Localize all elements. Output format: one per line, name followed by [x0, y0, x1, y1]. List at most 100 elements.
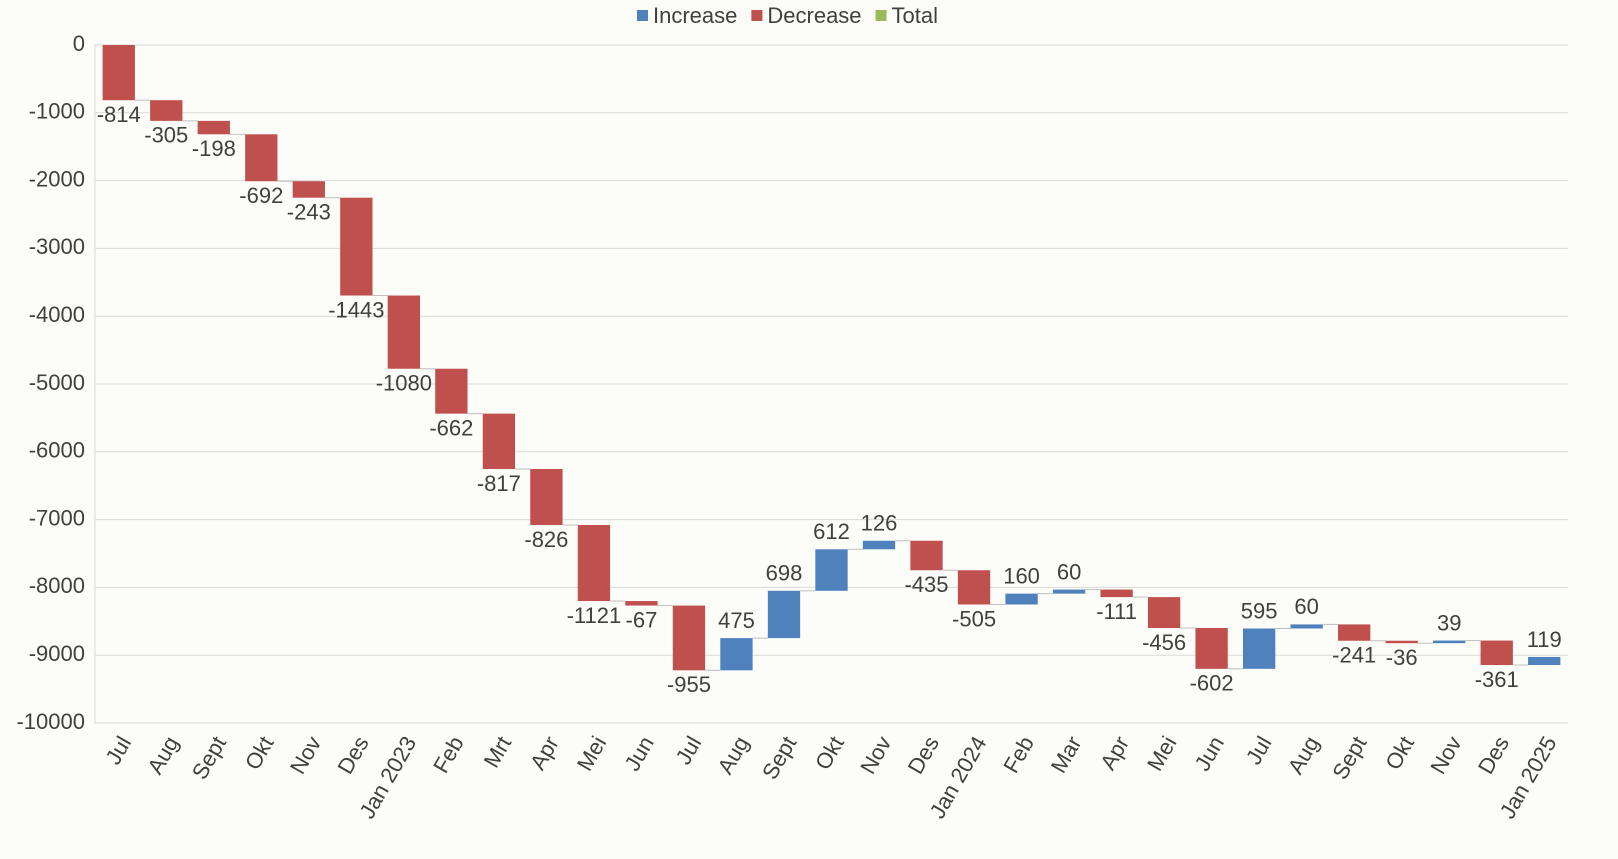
data-label: -243 [287, 199, 331, 224]
bar [672, 605, 706, 671]
data-label: -505 [952, 606, 996, 631]
bar [767, 590, 801, 639]
data-label: -435 [905, 572, 949, 597]
x-tick-label: Apr [1095, 732, 1134, 774]
x-tick-label: Jul [1241, 732, 1277, 769]
y-tick-label: -8000 [29, 573, 85, 598]
y-tick-label: -9000 [29, 641, 85, 666]
x-tick-label: Nov [285, 732, 326, 778]
x-tick-label: Nov [855, 732, 896, 778]
y-tick-label: -3000 [29, 234, 85, 259]
data-label: -814 [97, 102, 141, 127]
x-tick-label: Mrt [479, 732, 517, 772]
bar [1338, 624, 1371, 641]
data-label: -692 [239, 183, 283, 208]
legend-label: Total [892, 3, 938, 28]
x-tick-label: Nov [1425, 732, 1466, 778]
y-tick-label: -10000 [16, 709, 85, 734]
legend-swatch [637, 10, 648, 21]
bar [1528, 656, 1561, 666]
bar [910, 540, 943, 571]
data-label: 39 [1437, 610, 1461, 635]
x-tick-label: Feb [998, 732, 1039, 777]
bar [1433, 640, 1466, 644]
bar [292, 181, 325, 198]
x-tick-label: Jun [1190, 732, 1229, 775]
bar [1052, 589, 1086, 594]
y-tick-label: -7000 [29, 505, 85, 530]
bar [1385, 640, 1418, 644]
bar [1100, 589, 1133, 598]
bar [815, 549, 848, 591]
bar [1195, 628, 1228, 669]
data-label: -305 [144, 123, 188, 148]
data-label: -36 [1386, 645, 1418, 670]
bar [1147, 597, 1181, 629]
bar [1005, 593, 1038, 605]
x-tick-label: Feb [428, 732, 469, 777]
data-label: -361 [1475, 667, 1519, 692]
x-tick-label: Jul [100, 732, 136, 769]
bar [577, 525, 611, 602]
x-tick-label: Jun [619, 732, 658, 775]
x-tick-label: Sept [757, 732, 801, 784]
x-tick-label: Aug [1283, 732, 1324, 778]
x-tick-label: Okt [1380, 732, 1419, 774]
y-tick-label: -6000 [29, 438, 85, 463]
bar [197, 120, 230, 135]
bar [1242, 628, 1276, 669]
x-tick-label: Okt [810, 732, 849, 774]
x-tick-label: Des [903, 732, 944, 778]
x-tick-label: Jul [671, 732, 707, 769]
bar [1480, 640, 1513, 666]
bar [957, 570, 991, 605]
bar [340, 197, 373, 296]
data-label: 60 [1294, 594, 1318, 619]
data-label: -198 [192, 136, 236, 161]
legend: Increase Decrease Total [637, 3, 938, 28]
bar [435, 368, 468, 414]
bar [150, 100, 183, 121]
x-tick-label: Apr [525, 732, 564, 774]
x-tick-label: Des [332, 732, 373, 778]
y-tick-label: -5000 [29, 370, 85, 395]
y-tick-label: -1000 [29, 99, 85, 124]
y-tick-label: 0 [73, 31, 85, 56]
data-label: -111 [1096, 599, 1137, 624]
bar [720, 638, 753, 671]
y-tick-label: -2000 [29, 166, 85, 191]
data-label: -817 [477, 471, 521, 496]
x-tick-label: Aug [142, 732, 183, 778]
data-label: -1121 [567, 603, 622, 628]
x-tick-label: Mei [572, 732, 611, 775]
data-label: -67 [626, 607, 658, 632]
data-label: 160 [1003, 563, 1040, 588]
legend-label: Increase [653, 3, 737, 28]
legend-label: Decrease [767, 3, 861, 28]
data-label: 698 [766, 561, 803, 586]
x-tick-label: Des [1473, 732, 1514, 778]
data-label: 595 [1241, 598, 1278, 623]
data-label: -662 [429, 415, 473, 440]
bar [482, 413, 516, 470]
data-label: -955 [667, 672, 711, 697]
data-label: 60 [1057, 559, 1081, 584]
legend-swatch [751, 10, 763, 21]
bar [387, 295, 421, 369]
x-tick-label: Mei [1142, 732, 1181, 775]
x-tick-label: Sept [1327, 732, 1371, 784]
bar [530, 469, 563, 526]
x-tick-label: Mar [1046, 732, 1087, 777]
x-tick-label: Sept [187, 732, 231, 784]
bar [862, 540, 896, 550]
data-label: -241 [1332, 643, 1376, 668]
bar [1290, 624, 1323, 629]
data-label: -602 [1190, 671, 1234, 696]
y-tick-label: -4000 [29, 302, 85, 327]
data-label: 119 [1527, 627, 1562, 652]
data-label: 612 [813, 519, 850, 544]
data-label: -1443 [328, 297, 384, 322]
x-tick-label: Aug [713, 732, 754, 778]
data-label: -1080 [376, 371, 432, 396]
